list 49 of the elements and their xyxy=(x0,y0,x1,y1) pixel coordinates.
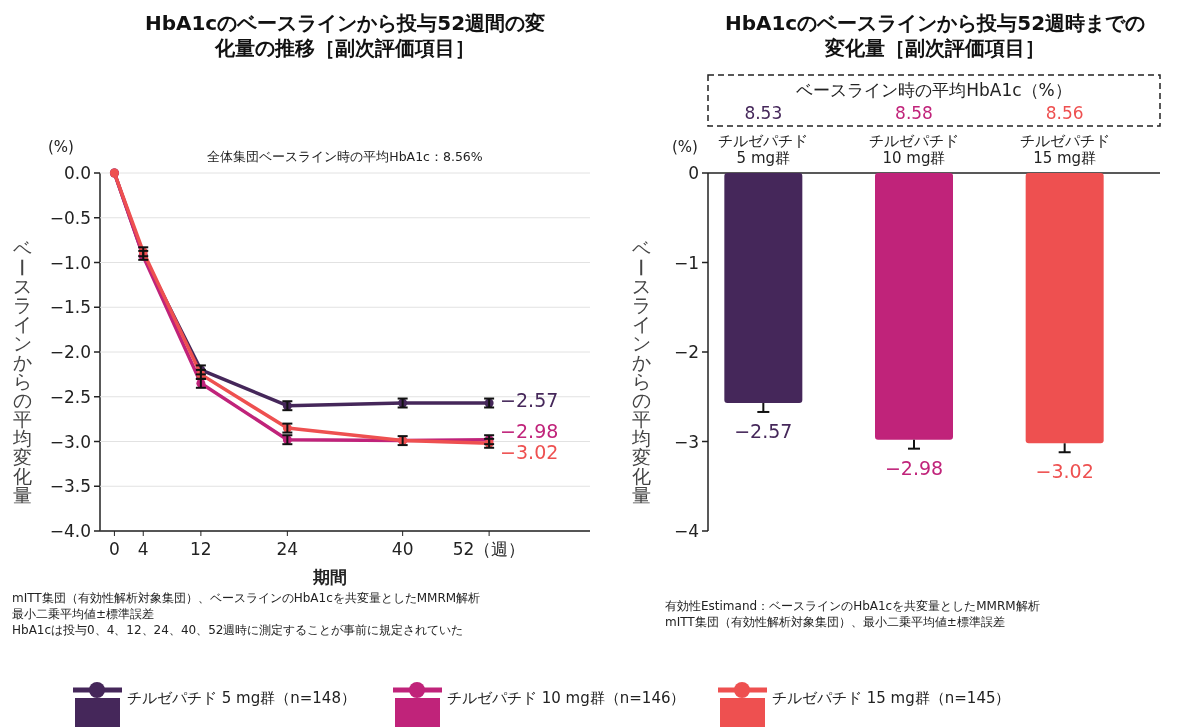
data-label: −2.57 xyxy=(500,389,559,412)
text: (%) xyxy=(48,138,74,156)
text: HbA1cは投与0、4、12、24、40、52週時に測定することが事前に規定されていた xyxy=(12,623,464,637)
text: ベースラインからの平均変化量 xyxy=(630,237,653,507)
y-tick-label: −2.5 xyxy=(49,386,91,407)
y-tick-label: −2.0 xyxy=(49,342,91,362)
data-label: −2.98 xyxy=(500,419,559,442)
text: ベースライン時の平均HbA1c（%） xyxy=(796,80,1072,100)
y-tick-label: −3.0 xyxy=(49,431,91,452)
chart-title: HbA1cのベースラインから投与52週間の変化量の推移［副次評価項目］ xyxy=(144,11,546,60)
text: mITT集団（有効性解析対象集団）、ベースラインのHbA1cを共変量としたMMRM解析 xyxy=(12,591,481,605)
chart-subtitle: 全体集団ベースライン時の平均HbA1c：8.56% xyxy=(207,149,483,164)
data-label: −2.57 xyxy=(734,419,793,442)
data-label: −3.02 xyxy=(500,441,559,464)
data-label: −2.98 xyxy=(884,456,944,479)
x-tick-label: 0 xyxy=(109,539,120,559)
y-tick-label: −1.5 xyxy=(49,297,91,318)
legend-label: チルゼパチド 5 mg群（n=148） xyxy=(127,689,356,707)
text: 有効性Estimand：ベースラインのHbA1cを共変量としたMMRM解析 xyxy=(665,599,1040,613)
text: ベースラインからの平均変化量 xyxy=(11,237,34,507)
x-tick-label: 24 xyxy=(276,539,299,559)
y-tick-label: −3.5 xyxy=(49,476,91,497)
x-tick-label: 52（週） xyxy=(452,539,526,559)
y-tick-label: 0 xyxy=(688,163,699,183)
text: 最小二乗平均値±標準誤差 xyxy=(12,607,155,621)
y-tick-label: −4.0 xyxy=(49,521,91,541)
x-tick-label: 40 xyxy=(391,539,414,559)
x-tick-label: チルゼパチド 5 mg群 xyxy=(718,132,809,167)
y-tick-label: −4 xyxy=(673,521,699,541)
chart-title: HbA1cのベースラインから投与52週時までの変化量［副次評価項目］ xyxy=(724,11,1146,60)
legend-label: チルゼパチド 10 mg群（n=146） xyxy=(447,689,686,707)
text: mITT集団（有効性解析対象集団）、最小二乗平均値±標準誤差 xyxy=(665,615,1005,629)
x-tick-label: 12 xyxy=(190,539,212,559)
data-label: −3.02 xyxy=(1035,460,1094,483)
y-tick-label: −3 xyxy=(673,431,699,452)
y-tick-label: 0.0 xyxy=(63,163,91,183)
text: 8.56 xyxy=(1045,103,1084,123)
y-tick-label: −1 xyxy=(673,252,699,273)
text: 8.58 xyxy=(895,103,933,123)
y-tick-label: −0.5 xyxy=(49,207,91,228)
y-tick-label: −1.0 xyxy=(49,252,91,273)
legend-label: チルゼパチド 15 mg群（n=145） xyxy=(772,689,1011,707)
x-axis-title: 期間 xyxy=(312,567,347,587)
x-tick-label: チルゼパチド 10 mg群 xyxy=(869,132,959,167)
x-tick-label: チルゼパチド 15 mg群 xyxy=(1019,132,1110,167)
text: (%) xyxy=(672,138,698,156)
y-tick-label: −2 xyxy=(673,342,699,362)
x-tick-label: 4 xyxy=(137,539,149,559)
text: 8.53 xyxy=(744,103,783,123)
